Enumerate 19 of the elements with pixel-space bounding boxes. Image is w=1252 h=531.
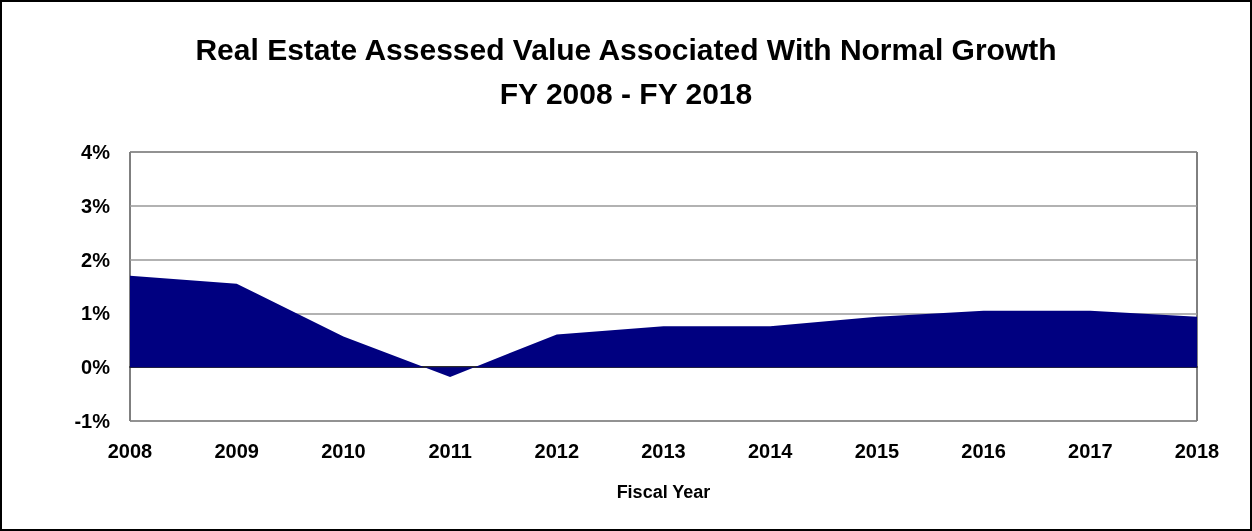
x-tick-label: 2009 — [214, 440, 259, 462]
x-axis-title: Fiscal Year — [616, 482, 711, 502]
x-tick-label: 2012 — [534, 440, 580, 462]
x-tick-label: 2010 — [321, 440, 366, 462]
y-tick-label: 3% — [81, 194, 111, 217]
x-tick-label: 2014 — [747, 440, 794, 462]
y-tick-label: 1% — [81, 302, 111, 325]
x-tick-label: 2016 — [961, 440, 1006, 462]
y-tick-label: 2% — [81, 248, 111, 271]
x-tick-label: 2011 — [428, 440, 472, 462]
x-tick-label: 2013 — [641, 440, 686, 462]
x-tick-label: 2017 — [1068, 440, 1113, 462]
x-tick-label: 2018 — [1174, 440, 1220, 462]
y-tick-label: -1% — [74, 410, 111, 432]
x-tick-label: 2008 — [107, 440, 153, 462]
x-tick-label: 2015 — [854, 440, 900, 462]
y-tick-label: 0% — [81, 356, 111, 379]
chart-title: Real Estate Assessed Value Associated With Normal Growth FY 2008 - FY 2018 — [195, 32, 1057, 110]
y-tick-label: 4% — [81, 141, 111, 163]
